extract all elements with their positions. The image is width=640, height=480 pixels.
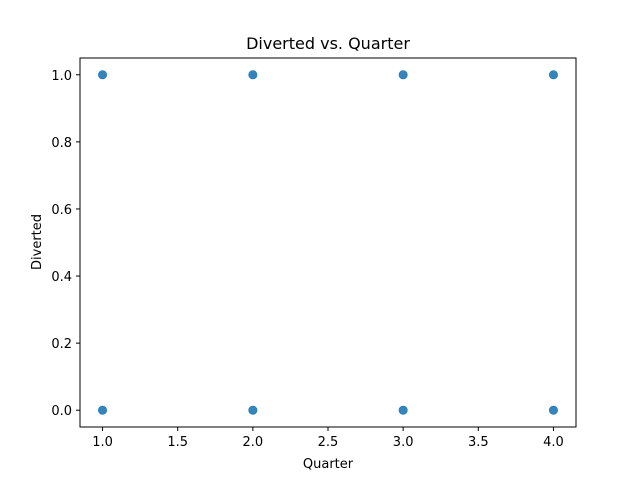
data-points (98, 70, 558, 415)
y-tick-label: 0.2 (51, 337, 72, 352)
y-tick-label: 0.0 (51, 404, 72, 419)
data-point (398, 405, 408, 415)
data-point (248, 405, 258, 415)
x-tick-label: 3.5 (468, 435, 489, 450)
data-point (98, 405, 108, 415)
plot-frame (79, 57, 577, 428)
data-point (248, 70, 258, 80)
data-point (398, 70, 408, 80)
y-axis-label: Diverted (30, 214, 45, 270)
y-tick-label: 1.0 (51, 69, 72, 84)
y-tick-label: 0.6 (51, 203, 72, 218)
x-axis-label: Quarter (303, 457, 354, 472)
x-tick-label: 4.0 (543, 435, 564, 450)
y-tick-label: 0.8 (51, 136, 72, 151)
x-tick-label: 1.0 (92, 435, 113, 450)
y-tick-label: 0.4 (51, 270, 72, 285)
x-tick-label: 1.5 (167, 435, 188, 450)
x-tick-label: 2.5 (318, 435, 339, 450)
data-point (548, 70, 558, 80)
x-tick-label: 3.0 (393, 435, 414, 450)
plot-area: 1.0 1.5 2.0 2.5 3.0 3.5 4.0 0.0 0.2 0.4 0.6 0.8 1.0 (51, 57, 577, 450)
data-point (98, 70, 108, 80)
chart-title: Diverted vs. Quarter (246, 34, 410, 53)
x-tick-label: 2.0 (243, 435, 264, 450)
data-point (548, 405, 558, 415)
